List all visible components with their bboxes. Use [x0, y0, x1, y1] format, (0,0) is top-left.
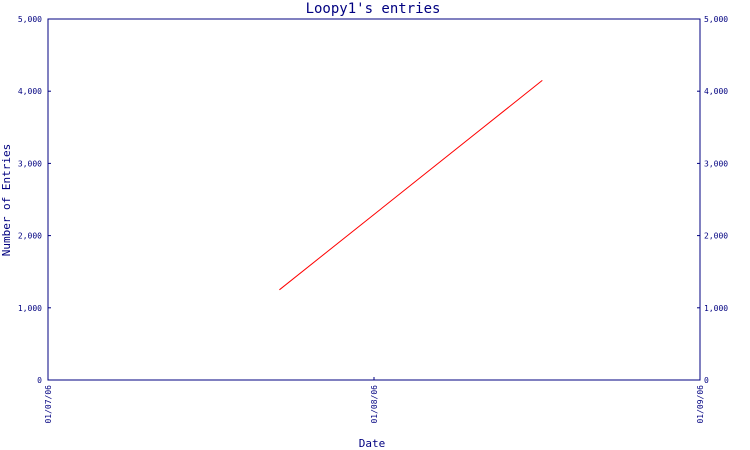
x-axis-label: Date — [359, 437, 386, 450]
left-y-tick-label: 5,000 — [18, 15, 42, 24]
series-layer — [279, 80, 543, 291]
right-y-tick-label: 3,000 — [704, 159, 728, 168]
right-y-axis: 0 1,000 2,000 3,000 4,000 5,000 — [697, 15, 728, 385]
x-tick-label: 01/08/06 — [370, 385, 379, 424]
series-line — [279, 80, 543, 291]
plot-area-frame — [47, 18, 701, 381]
left-y-axis: 0 1,000 2,000 3,000 4,000 5,000 — [18, 15, 51, 385]
x-tick-label: 01/07/06 — [44, 385, 53, 424]
left-y-tick-label: 0 — [37, 376, 42, 385]
left-y-tick-label: 1,000 — [18, 304, 42, 313]
right-y-tick-label: 2,000 — [704, 232, 728, 241]
left-y-tick-label: 2,000 — [18, 232, 42, 241]
right-y-tick-label: 0 — [704, 376, 709, 385]
right-y-tick-label: 5,000 — [704, 15, 728, 24]
x-tick-label: 01/09/06 — [696, 385, 705, 424]
right-y-tick-label: 4,000 — [704, 87, 728, 96]
left-y-tick-label: 3,000 — [18, 159, 42, 168]
y-axis-label: Number of Entries — [0, 144, 13, 257]
left-y-tick-label: 4,000 — [18, 87, 42, 96]
x-axis: 01/07/06 01/08/06 01/09/06 — [44, 377, 705, 424]
right-y-tick-label: 1,000 — [704, 304, 728, 313]
chart-title: Loopy1's entries — [306, 1, 441, 17]
